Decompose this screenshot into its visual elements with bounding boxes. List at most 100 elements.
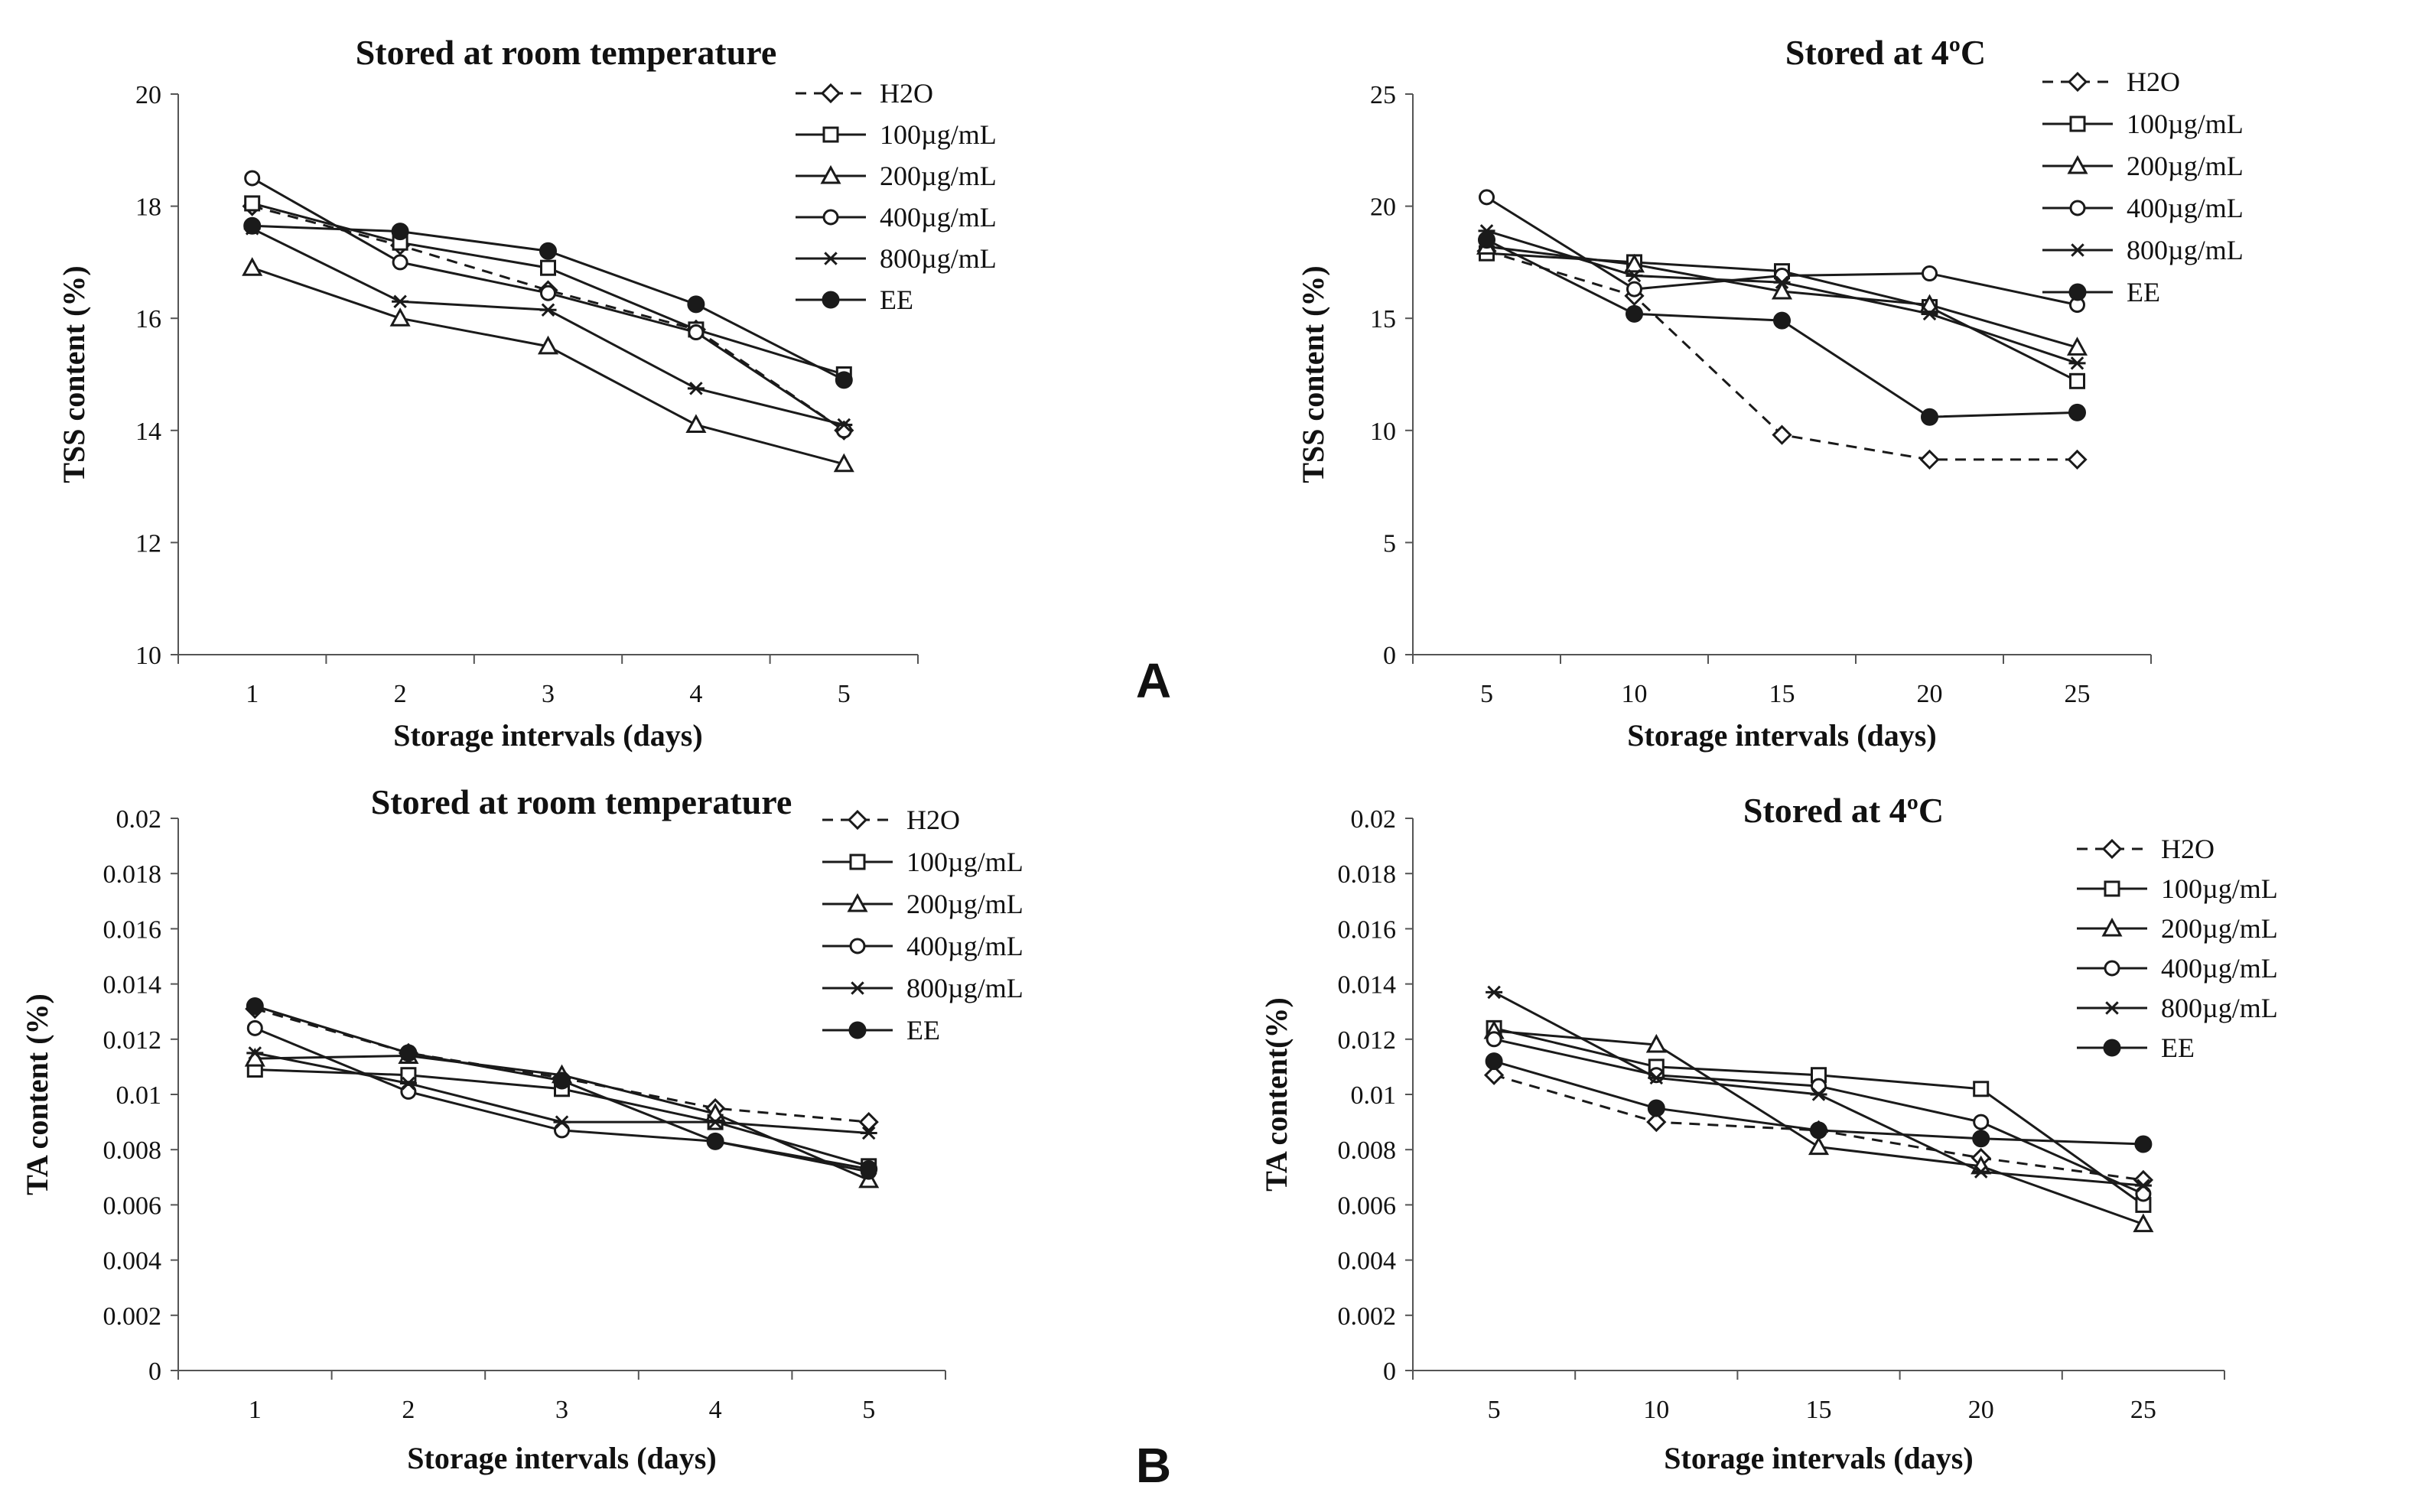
y-tick-label: 0.002 — [1338, 1302, 1397, 1331]
data-point-ee — [539, 242, 557, 260]
legend-label-800ug-ml: 800µg/mL — [2161, 993, 2278, 1023]
y-tick-label: 18 — [135, 193, 161, 222]
data-point-400ug-ml — [688, 324, 705, 341]
x-tick-label: 10 — [1643, 1396, 1669, 1424]
data-point-h2o — [1919, 449, 1940, 470]
legend-marker-800ug-ml — [822, 252, 839, 265]
data-point-ee — [1485, 1052, 1503, 1071]
legend-label-ee: EE — [2127, 277, 2160, 307]
data-point-h2o — [2067, 449, 2088, 470]
legend-label-800ug-ml: 800µg/mL — [2127, 235, 2244, 265]
data-point-ee — [835, 371, 853, 389]
legend-marker-h2o — [847, 809, 868, 831]
x-tick-label: 2 — [402, 1396, 415, 1424]
data-point-400ug-ml — [1774, 267, 1790, 284]
y-tick-label: 0 — [148, 1358, 161, 1386]
data-point-200ug-ml — [1771, 280, 1793, 300]
data-point-200ug-ml — [1808, 1136, 1830, 1156]
data-point-ee — [1972, 1130, 1990, 1148]
y-tick-label: 0.014 — [1338, 971, 1397, 1000]
y-tick-label: 0.012 — [103, 1026, 162, 1055]
data-point-ee — [553, 1071, 571, 1090]
legend-label-100ug-ml: 100µg/mL — [2127, 109, 2244, 139]
panel-label-b: B — [1136, 1438, 1171, 1493]
legend-label-ee: EE — [880, 285, 913, 315]
data-point-800ug-ml — [1486, 985, 1503, 1000]
legend-label-100ug-ml: 100µg/mL — [2161, 873, 2278, 904]
y-tick-label: 0.004 — [1338, 1247, 1397, 1276]
data-point-ee — [399, 1044, 418, 1062]
y-tick-label: 15 — [1370, 305, 1396, 333]
y-tick-label: 0.01 — [1351, 1081, 1397, 1110]
legend-label-ee: EE — [906, 1015, 940, 1045]
legend-marker-ee — [848, 1021, 867, 1039]
data-point-800ug-ml — [687, 382, 705, 395]
y-tick-label: 20 — [135, 81, 161, 109]
chart-title: Stored at 4ºC — [1785, 33, 1986, 72]
legend-label-200ug-ml: 200µg/mL — [880, 161, 997, 191]
data-point-200ug-ml — [2133, 1213, 2154, 1233]
legend-marker-100ug-ml — [849, 854, 866, 870]
series-800ug-ml — [246, 1046, 877, 1140]
y-tick-label: 16 — [135, 305, 161, 333]
x-tick-label: 3 — [555, 1396, 568, 1424]
data-point-200ug-ml — [1623, 253, 1645, 273]
y-tick-label: 14 — [135, 418, 161, 446]
legend-marker-800ug-ml — [849, 981, 866, 995]
data-point-h2o — [1646, 1111, 1667, 1133]
chart-ta-4c: Stored at 4ºC 0 0.002 0.004 0.006 0.008 0.01 0.… — [1259, 791, 2278, 1475]
data-point-100ug-ml — [1973, 1081, 1990, 1097]
legend-marker-800ug-ml — [2104, 1001, 2120, 1015]
data-point-400ug-ml — [246, 1019, 263, 1036]
legend-label-400ug-ml: 400µg/mL — [906, 931, 1024, 961]
series-800ug-ml — [1478, 224, 2086, 370]
legend-marker-100ug-ml — [822, 126, 839, 143]
data-point-400ug-ml — [1486, 1031, 1502, 1048]
y-tick-label: 0.02 — [116, 805, 162, 834]
legend: H2O 100µg/mL 200µg/mL 400µg/mL 800µg/mL EE — [796, 78, 997, 315]
legend-label-100ug-ml: 100µg/mL — [880, 119, 997, 150]
x-axis-label: Storage intervals (days) — [1664, 1441, 1973, 1475]
chart-ta-room-temperature: Stored at room temperature 0 0.002 0.004 0.0… — [20, 782, 1024, 1475]
y-tick-label: 0.006 — [1338, 1192, 1397, 1220]
y-tick-label: 0 — [1383, 642, 1396, 670]
legend-marker-ee — [2068, 283, 2087, 301]
x-tick-label: 5 — [838, 680, 851, 708]
x-tick-label: 10 — [1622, 680, 1648, 708]
series-200ug-ml — [242, 257, 854, 473]
data-point-ee — [2134, 1135, 2153, 1153]
data-point-100ug-ml — [244, 195, 261, 212]
data-point-800ug-ml — [2068, 356, 2086, 370]
legend: H2O 100µg/mL 200µg/mL 400µg/mL 800µg/mL EE — [2077, 834, 2278, 1063]
legend-marker-200ug-ml — [820, 164, 841, 184]
data-point-200ug-ml — [833, 453, 854, 473]
data-point-200ug-ml — [685, 414, 707, 433]
data-point-800ug-ml — [835, 418, 853, 432]
y-tick-label: 0.002 — [103, 1302, 162, 1331]
legend-marker-200ug-ml — [847, 893, 868, 912]
x-tick-label: 1 — [249, 1396, 262, 1424]
data-point-h2o — [858, 1111, 879, 1133]
data-point-800ug-ml — [1972, 1165, 1990, 1179]
legend-marker-400ug-ml — [2104, 960, 2120, 977]
series-ee — [1485, 1052, 2153, 1153]
chart-tss-4c: Stored at 4ºC 0 5 10 15 20 25 5 10 15 20 25 Storage … — [1296, 33, 2244, 753]
data-point-100ug-ml — [2069, 372, 2085, 389]
data-point-400ug-ml — [1973, 1114, 1990, 1130]
data-point-ee — [860, 1159, 878, 1178]
legend-marker-200ug-ml — [2101, 917, 2123, 937]
x-axis-label: Storage intervals (days) — [1627, 718, 1936, 753]
data-point-400ug-ml — [1479, 189, 1495, 206]
y-tick-label: 10 — [1370, 418, 1396, 446]
legend-marker-400ug-ml — [2069, 200, 2086, 216]
x-tick-label: 1 — [246, 680, 259, 708]
x-tick-label: 3 — [542, 680, 555, 708]
x-tick-label: 4 — [689, 680, 702, 708]
data-point-800ug-ml — [1773, 275, 1791, 290]
x-tick-label: 15 — [1806, 1396, 1832, 1424]
panel-label-a: A — [1136, 653, 1171, 708]
data-point-ee — [1647, 1099, 1665, 1117]
y-tick-label: 0.02 — [1351, 805, 1397, 834]
data-point-200ug-ml — [389, 307, 411, 327]
y-tick-label: 0.006 — [103, 1192, 162, 1220]
